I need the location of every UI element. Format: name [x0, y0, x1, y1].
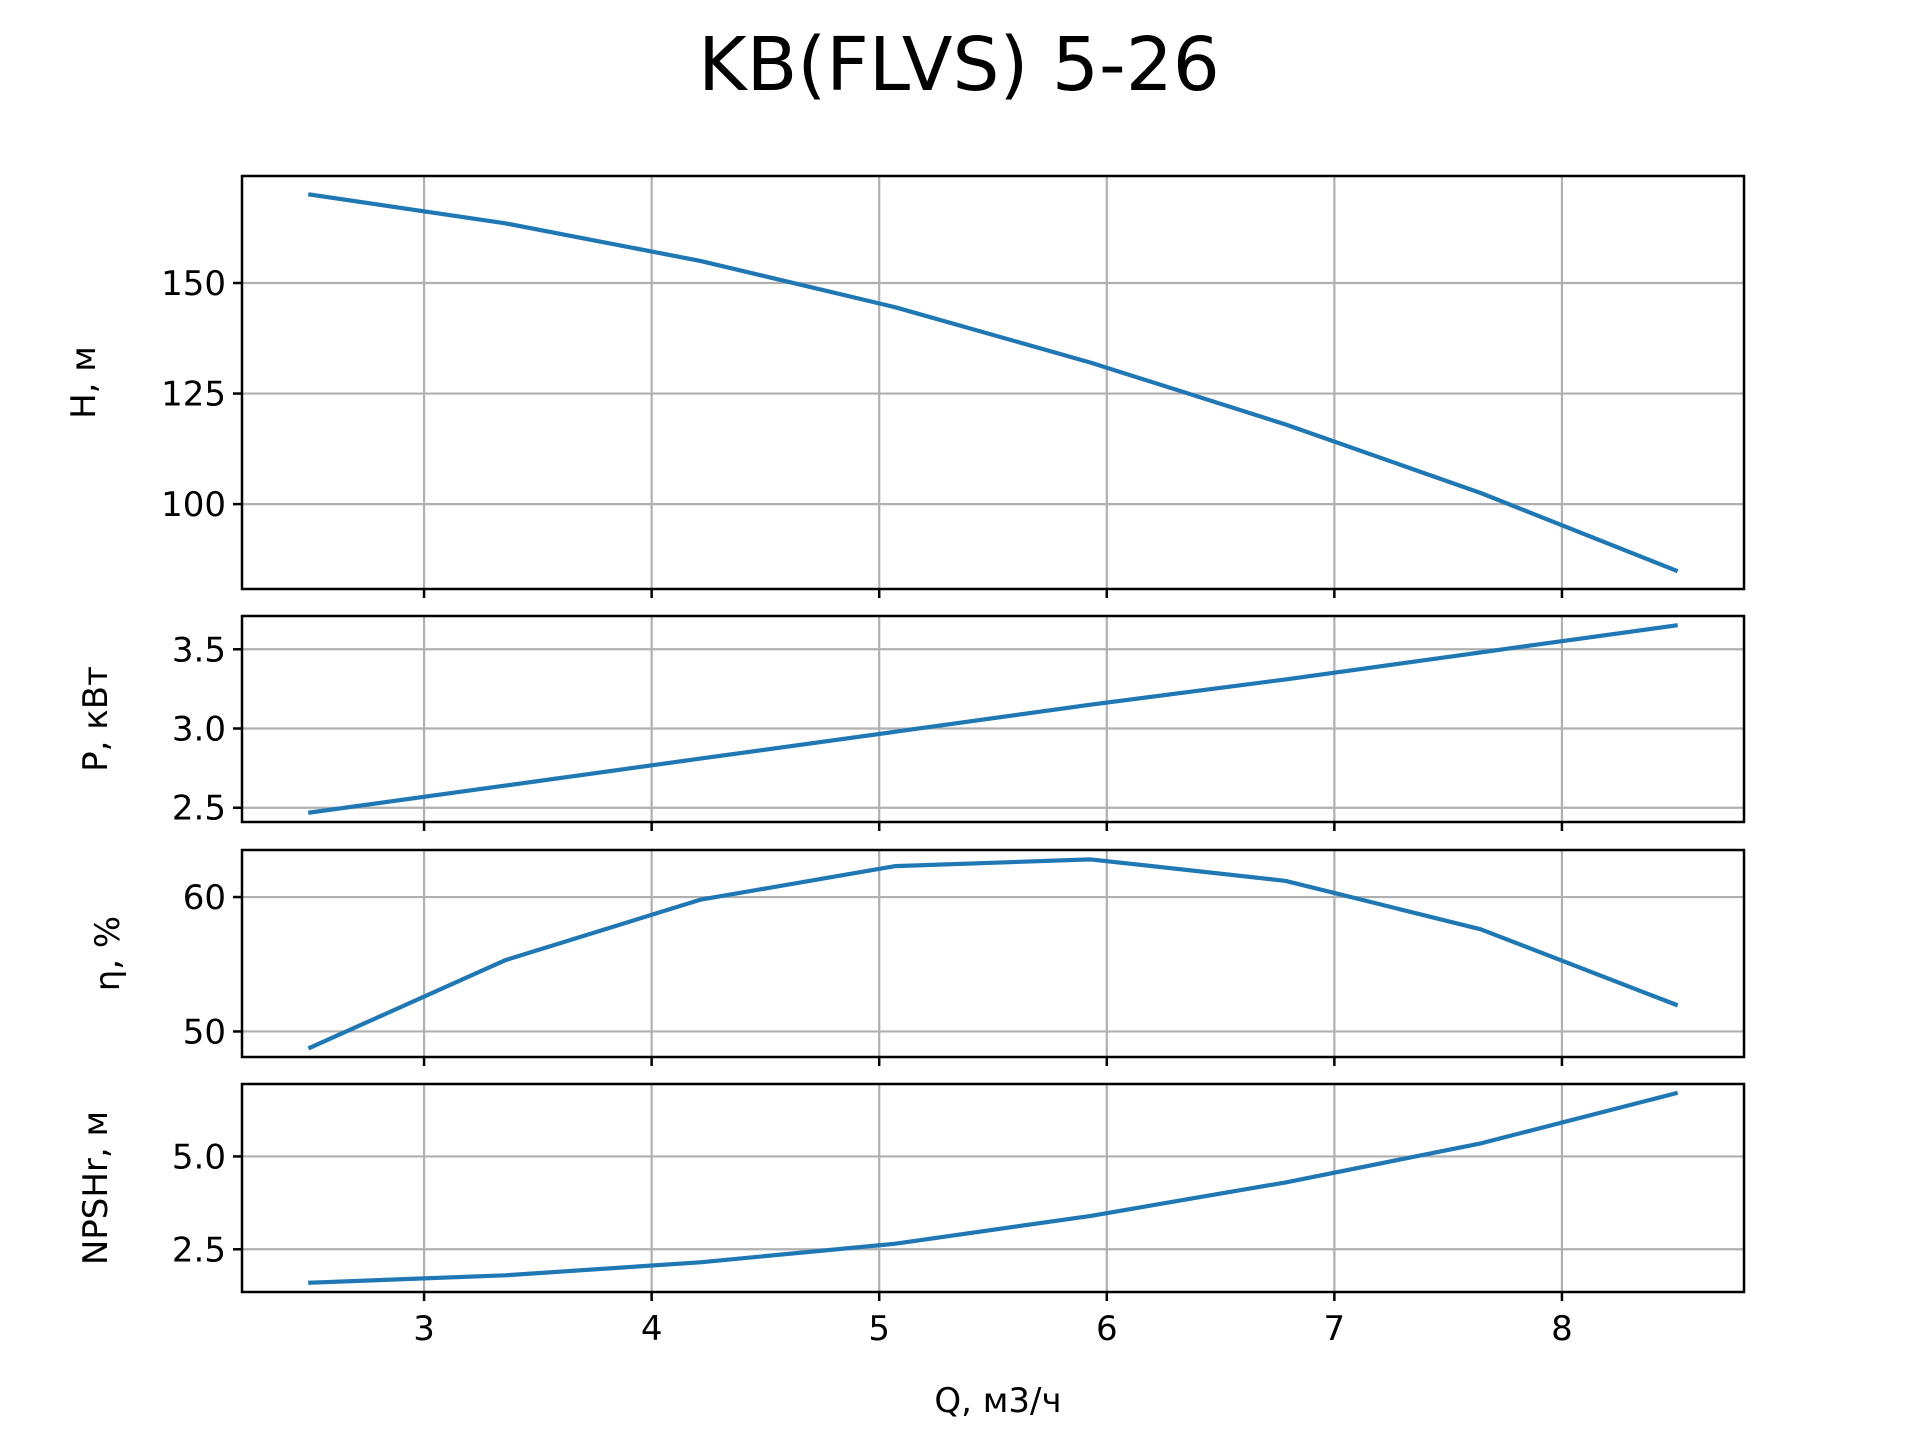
- power-series-line: [307, 623, 1679, 815]
- efficiency-y-tick-label: 50: [183, 1012, 226, 1052]
- power-y-tick-label: 3.5: [172, 630, 226, 670]
- head-series-line: [307, 192, 1679, 574]
- npshr-axes-frame: [240, 1082, 1746, 1294]
- power-y-tick-label: 3.0: [172, 710, 226, 750]
- chart-panels: 100 125 150 H, м 2.5 3.0 3.5 P, кВт 50 60 η, % 2.5 5…: [64, 174, 1746, 1349]
- head-y-tick-label: 125: [161, 375, 226, 415]
- head-y-tick-label: 100: [161, 485, 226, 525]
- x-tick-label: 4: [641, 1309, 663, 1349]
- x-tick-label: 7: [1324, 1309, 1346, 1349]
- head-y-axis-label: H, м: [64, 346, 104, 419]
- power-y-axis-label: P, кВт: [76, 666, 116, 772]
- efficiency-y-tick-label: 60: [183, 878, 226, 918]
- head-y-tick-label: 150: [161, 264, 226, 304]
- power-axes-frame: [240, 614, 1746, 824]
- head-panel: 100 125 150 H, м: [64, 174, 1746, 598]
- x-tick-label: 6: [1096, 1309, 1118, 1349]
- power-y-tick-label: 2.5: [172, 789, 226, 829]
- npshr-panel: 2.5 5.0 NPSHr, м: [76, 1082, 1746, 1301]
- efficiency-y-axis-label: η, %: [88, 916, 128, 991]
- power-panel: 2.5 3.0 3.5 P, кВт: [76, 614, 1746, 831]
- x-tick-label: 8: [1551, 1309, 1573, 1349]
- head-axes-frame: [240, 174, 1746, 591]
- npshr-y-tick-label: 5.0: [172, 1137, 226, 1177]
- npshr-y-axis-label: NPSHr, м: [76, 1111, 116, 1265]
- x-axis-label: Q, м3/ч: [934, 1381, 1061, 1421]
- efficiency-axes-frame: [240, 848, 1746, 1059]
- x-tick-label: 3: [413, 1309, 435, 1349]
- npshr-y-tick-label: 2.5: [172, 1230, 226, 1270]
- npshr-series-line: [308, 1090, 1679, 1285]
- chart-title: KB(FLVS) 5-26: [698, 22, 1220, 108]
- x-tick-label: 5: [868, 1309, 890, 1349]
- efficiency-panel: 50 60 η, %: [88, 848, 1746, 1066]
- efficiency-series-line: [307, 857, 1679, 1051]
